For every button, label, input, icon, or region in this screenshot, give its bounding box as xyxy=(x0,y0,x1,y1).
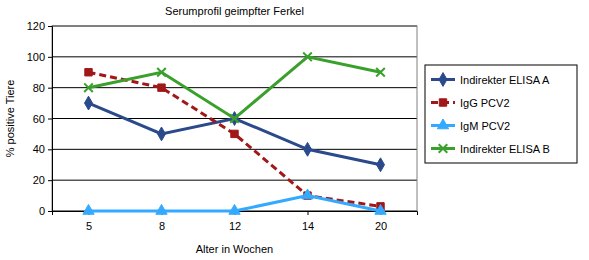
y-tick-mark xyxy=(48,88,52,89)
legend-marker xyxy=(437,119,448,129)
grid xyxy=(52,26,417,211)
y-tick: 100 xyxy=(27,51,52,63)
legend-marker xyxy=(439,144,448,153)
y-tick-mark xyxy=(48,119,52,120)
series-marker xyxy=(377,158,385,172)
grid-line xyxy=(52,56,417,57)
series-marker xyxy=(302,189,313,199)
plot-area: 0 20 40 60 80 100 120 5 8 12 14 20 xyxy=(27,20,418,232)
legend-label: Indirekter ELISA B xyxy=(460,143,550,155)
x-axis-title: Alter in Wochen xyxy=(196,243,273,255)
legend-frame xyxy=(425,65,577,163)
x-tick-mark xyxy=(308,211,309,215)
series-line xyxy=(89,57,381,119)
series-marker xyxy=(231,130,238,137)
legend: Indirekter ELISA A IgG PCV2 IgM PCV2 Indire… xyxy=(425,65,577,163)
series-marker xyxy=(375,204,386,214)
x-tick-label: 8 xyxy=(159,220,165,232)
plot-frame xyxy=(52,26,417,211)
y-tick: 80 xyxy=(33,82,52,94)
y-tick: 120 xyxy=(27,20,52,32)
series-marker xyxy=(157,68,166,77)
series-marker xyxy=(229,204,240,214)
y-tick: 0 xyxy=(39,205,52,217)
series-marker xyxy=(84,83,93,92)
grid-line xyxy=(52,149,417,150)
series-marker xyxy=(304,142,312,156)
series-group xyxy=(83,53,386,215)
series-marker xyxy=(230,114,239,123)
y-tick-mark xyxy=(48,57,52,58)
y-tick-label: 60 xyxy=(33,113,45,125)
y-tick-label: 120 xyxy=(27,20,45,32)
y-axis: 0 20 40 60 80 100 120 xyxy=(27,20,53,217)
y-tick: 20 xyxy=(33,174,52,186)
series-marker xyxy=(85,96,93,110)
title: Serumprofil geimpfter Ferkel xyxy=(165,5,304,17)
legend-label: IgM PCV2 xyxy=(460,120,510,132)
legend-label: Indirekter ELISA A xyxy=(460,74,550,86)
y-tick-label: 80 xyxy=(33,82,45,94)
y-tick-mark xyxy=(48,149,52,150)
series-line xyxy=(89,103,381,165)
series-marker xyxy=(376,68,385,77)
x-tick-label: 12 xyxy=(229,220,241,232)
legend-marker xyxy=(439,99,446,106)
y-tick-mark xyxy=(48,180,52,181)
series-marker xyxy=(156,204,167,214)
grid-line xyxy=(52,180,417,181)
series-marker xyxy=(83,204,94,214)
series-marker xyxy=(158,127,166,141)
y-tick-label: 0 xyxy=(39,205,45,217)
series-line xyxy=(89,72,381,206)
y-tick: 60 xyxy=(33,113,52,125)
y-tick-label: 100 xyxy=(27,51,45,63)
series-marker xyxy=(158,84,165,91)
y-tick-label: 40 xyxy=(33,143,45,155)
legend-label: IgG PCV2 xyxy=(460,97,510,109)
series-marker xyxy=(303,53,312,62)
y-tick: 40 xyxy=(33,143,52,155)
y-tick-mark xyxy=(48,26,52,27)
y-axis-title: % positive Tiere xyxy=(4,80,16,158)
x-tick-label: 14 xyxy=(302,220,314,232)
grid-line xyxy=(52,87,417,88)
y-axis-line xyxy=(48,27,53,212)
y-tick-label: 20 xyxy=(33,174,45,186)
y-tick-mark xyxy=(48,211,52,212)
x-tick-label: 20 xyxy=(375,220,387,232)
x-tick: 14 xyxy=(302,211,314,232)
x-tick-label: 5 xyxy=(86,220,92,232)
series-marker xyxy=(85,69,92,76)
legend-marker xyxy=(439,73,447,87)
chart: 0 20 40 60 80 100 120 5 8 12 14 20 Serumprofil geimp… xyxy=(0,0,589,260)
